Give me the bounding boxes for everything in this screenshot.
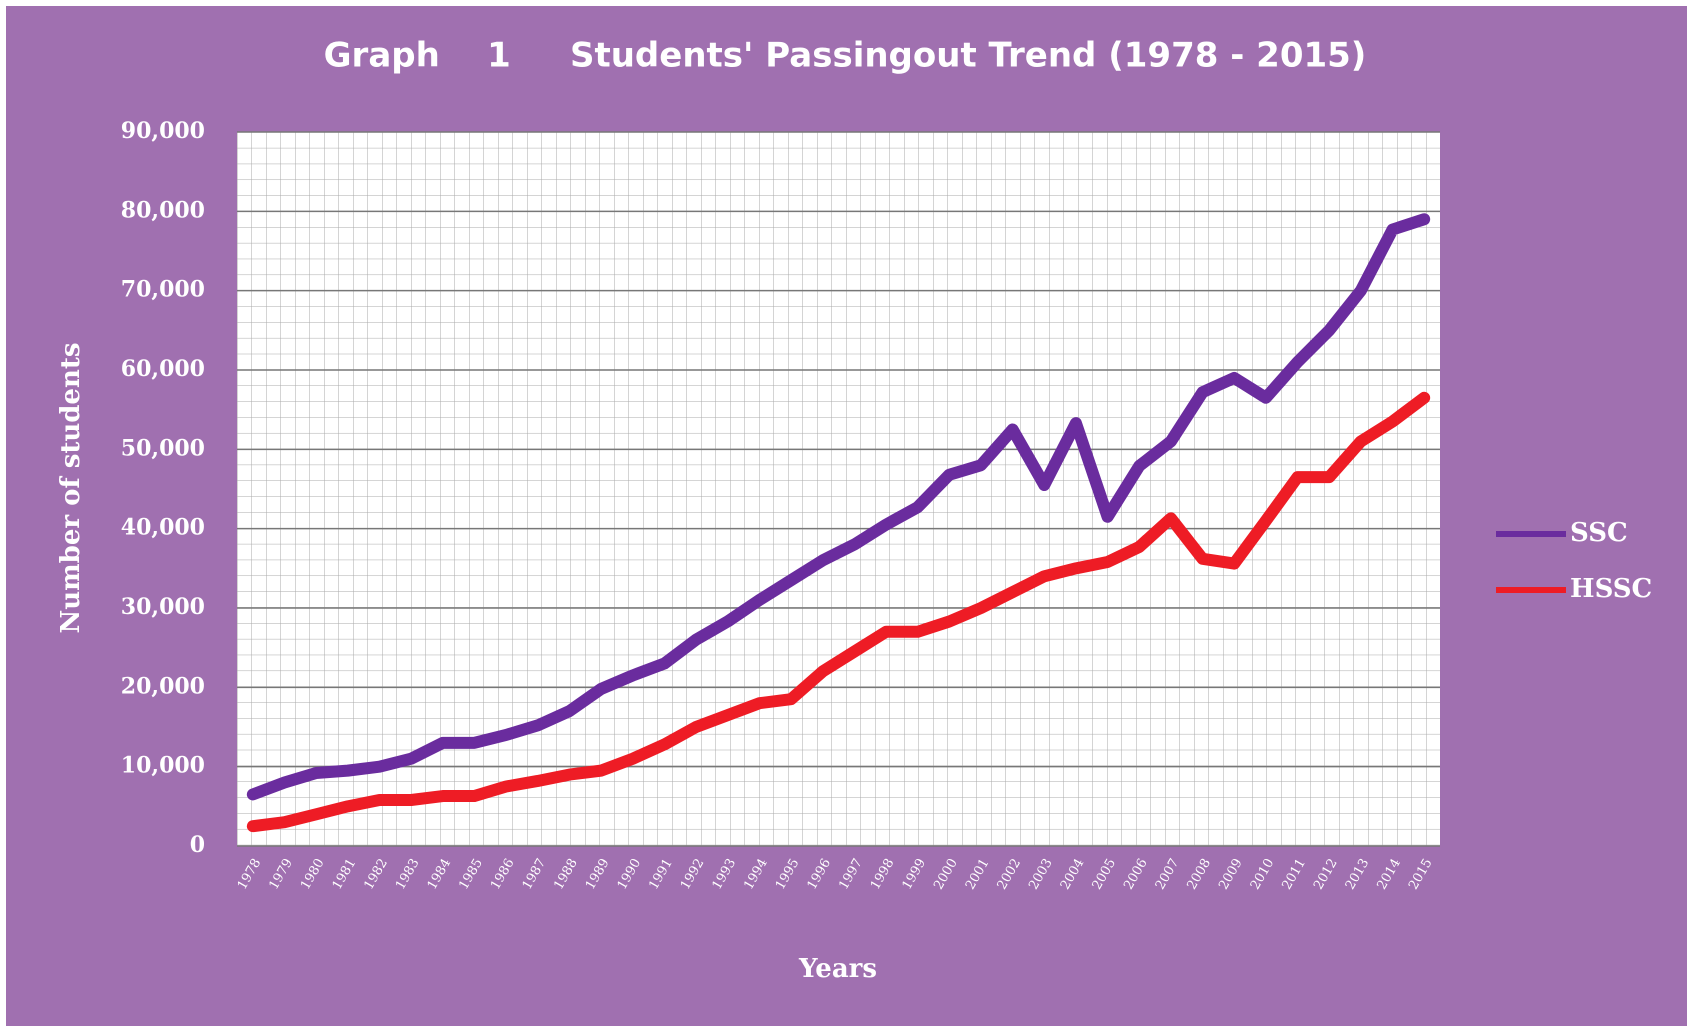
y-tick-label: 40,000 — [121, 515, 205, 541]
legend-label: HSSC — [1570, 574, 1652, 604]
series-line — [246, 391, 1431, 833]
chart-title: Graph 1 Students' Passingout Trend (1978… — [324, 36, 1367, 76]
y-tick-label: 20,000 — [121, 673, 205, 699]
y-tick-label: 50,000 — [121, 435, 205, 461]
y-tick-label: 80,000 — [121, 197, 205, 223]
y-tick-label: 10,000 — [121, 753, 205, 779]
legend-label: SSC — [1570, 518, 1628, 548]
minor-grid — [237, 132, 1440, 846]
y-tick-label: 30,000 — [121, 594, 205, 620]
y-tick-label: 60,000 — [121, 356, 205, 382]
y-tick-label: 90,000 — [121, 118, 205, 144]
y-axis-label: Number of students — [56, 342, 86, 633]
y-tick-label: 70,000 — [121, 277, 205, 303]
y-tick-label: 0 — [190, 832, 205, 858]
x-axis-label: Years — [798, 954, 877, 984]
series-line — [246, 213, 1431, 801]
